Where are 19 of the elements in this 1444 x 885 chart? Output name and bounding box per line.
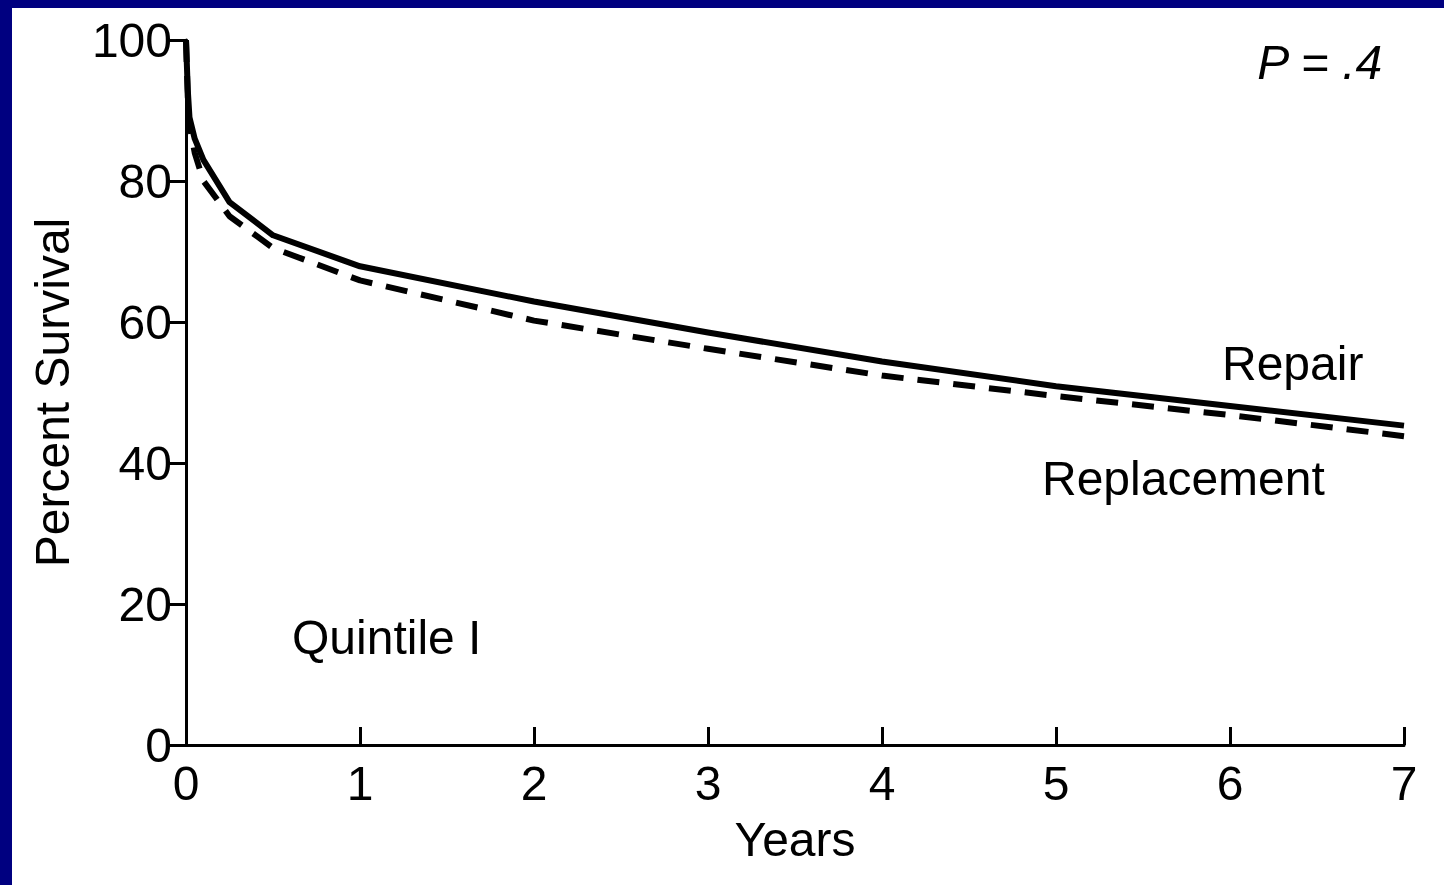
y-tick-label: 0: [145, 718, 172, 772]
x-tick-label: 6: [1216, 756, 1244, 810]
y-tick-label: 40: [118, 436, 172, 490]
x-tick-label: 3: [694, 756, 722, 810]
x-tick-label: 2: [520, 756, 548, 810]
x-tick-label: 7: [1390, 756, 1418, 810]
x-tick-label: 1: [346, 756, 374, 810]
y-tick-label: 100: [91, 13, 172, 67]
y-tick-label: 80: [118, 154, 172, 208]
annotation: Quintile I: [292, 610, 482, 664]
series-label: Repair: [1222, 337, 1364, 391]
annotation: P = .4: [1257, 35, 1383, 89]
y-tick-label: 20: [118, 577, 172, 631]
x-tick-label: 4: [868, 756, 896, 810]
y-tick-label: 60: [118, 295, 172, 349]
x-tick-label: 5: [1042, 756, 1070, 810]
x-axis-title: Years: [734, 812, 856, 866]
y-axis-title: Percent Survival: [25, 217, 79, 568]
series-label: Replacement: [1042, 451, 1325, 505]
